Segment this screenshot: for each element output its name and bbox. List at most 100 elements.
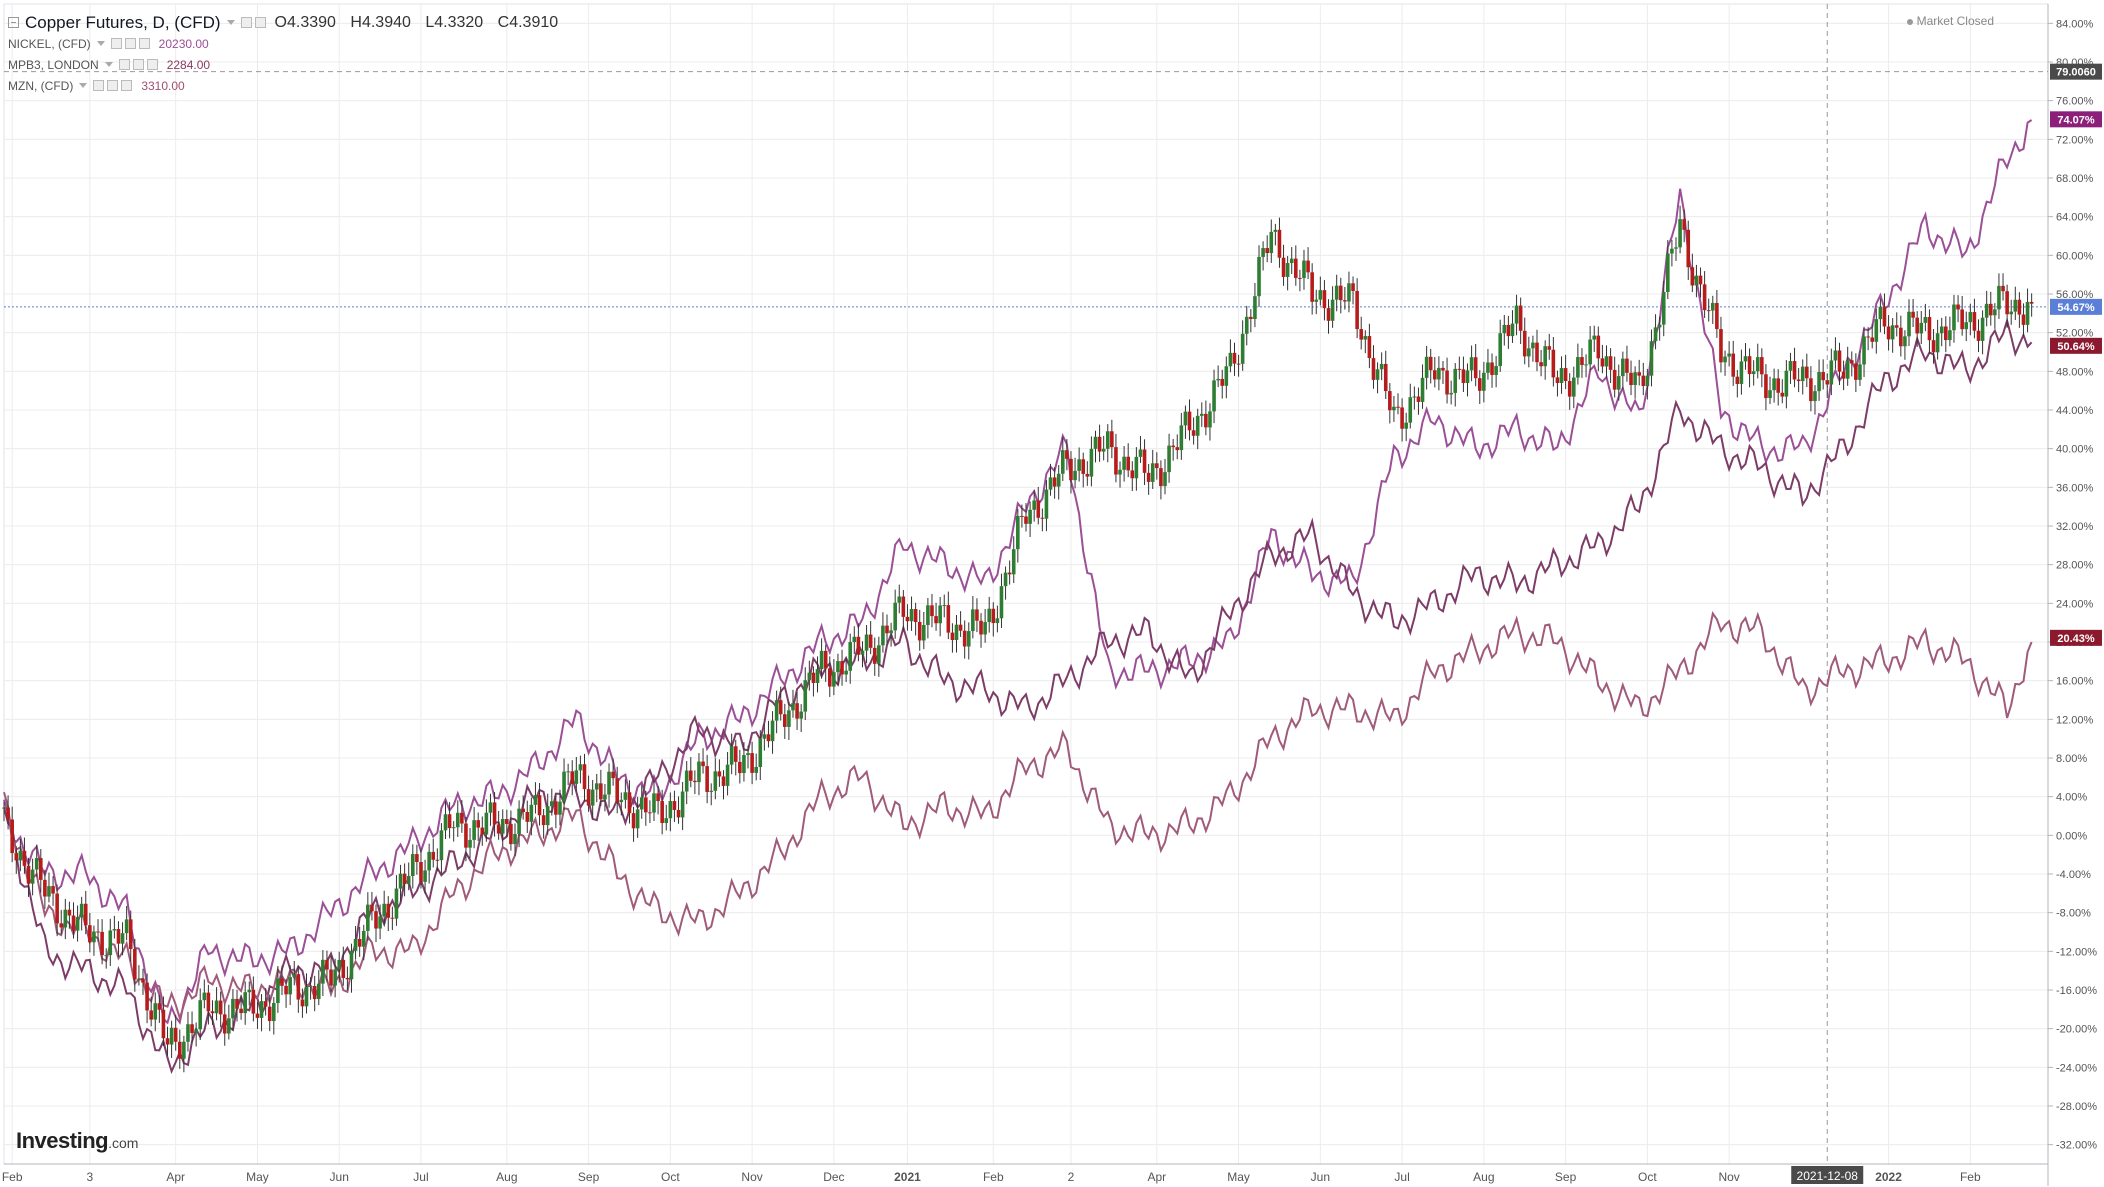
candle-body bbox=[909, 609, 914, 622]
candle-body bbox=[1396, 406, 1400, 408]
settings-icon[interactable] bbox=[124, 38, 136, 49]
candle-body bbox=[108, 930, 113, 956]
y-tick-label: 52.00% bbox=[2056, 328, 2094, 340]
settings-icon[interactable] bbox=[132, 59, 144, 70]
chevron-down-icon[interactable] bbox=[104, 62, 113, 67]
candle-body bbox=[1833, 350, 1838, 361]
compare-symbol-name[interactable]: MPB3, LONDON bbox=[8, 57, 99, 72]
candle-body bbox=[1433, 370, 1437, 380]
candle-body bbox=[819, 650, 824, 670]
chevron-down-icon[interactable] bbox=[226, 20, 235, 25]
candle-body bbox=[1919, 322, 1924, 334]
candle-body bbox=[864, 634, 869, 651]
eye-icon[interactable] bbox=[240, 17, 252, 28]
candle-body bbox=[1383, 363, 1388, 392]
candle-body bbox=[611, 771, 615, 779]
candle-body bbox=[648, 812, 652, 814]
eye-icon[interactable] bbox=[118, 59, 130, 70]
legend-sub-row-nickel[interactable]: NICKEL, (CFD) 20230.00 bbox=[8, 33, 568, 54]
main-symbol-title[interactable]: Copper Futures, D, (CFD) bbox=[25, 12, 221, 32]
compare-symbol-name[interactable]: MZN, (CFD) bbox=[8, 78, 74, 93]
candle-body bbox=[1036, 500, 1041, 518]
candle-body bbox=[500, 819, 505, 834]
candle-body bbox=[435, 859, 440, 861]
candle-body bbox=[2017, 299, 2022, 315]
candle-body bbox=[1240, 333, 1245, 364]
close-icon[interactable] bbox=[138, 38, 150, 49]
y-tick-label: 76.00% bbox=[2056, 96, 2094, 108]
x-tick-label: 2021 bbox=[894, 1170, 921, 1184]
chevron-down-icon[interactable] bbox=[96, 41, 105, 46]
close-icon[interactable] bbox=[146, 59, 158, 70]
status-dot-icon bbox=[1906, 18, 1913, 25]
candle-body bbox=[1559, 368, 1564, 383]
candle-body bbox=[709, 790, 714, 792]
candle-body bbox=[88, 925, 92, 943]
candle-body bbox=[1142, 449, 1147, 473]
candle-body bbox=[1641, 375, 1646, 387]
settings-icon[interactable] bbox=[254, 17, 266, 28]
settings-icon[interactable] bbox=[107, 80, 119, 91]
candle-body bbox=[247, 989, 252, 993]
candle-body bbox=[1220, 378, 1225, 386]
candle-body bbox=[1065, 450, 1069, 459]
candle-body bbox=[1976, 330, 1981, 341]
candle-body bbox=[34, 858, 39, 870]
x-tick-label: Jun bbox=[1311, 1170, 1330, 1184]
crosshair-date-label: 2021-12-08 bbox=[1797, 1169, 1859, 1183]
candle-body bbox=[1543, 346, 1547, 367]
x-tick-label: Aug bbox=[496, 1170, 517, 1184]
candle-body bbox=[218, 1000, 223, 1015]
candle-body bbox=[153, 1003, 158, 1020]
candle-body bbox=[1710, 302, 1715, 311]
eye-icon[interactable] bbox=[110, 38, 122, 49]
candle-body bbox=[18, 850, 23, 861]
candle-body bbox=[1948, 330, 1952, 341]
candle-body bbox=[934, 616, 938, 624]
candle-body bbox=[1265, 248, 1269, 254]
candle-body bbox=[2005, 291, 2009, 315]
legend-sub-row-zinc[interactable]: MZN, (CFD) 3310.00 bbox=[8, 75, 568, 96]
candle-body bbox=[1780, 392, 1785, 397]
candle-body bbox=[1486, 362, 1490, 373]
legend-sub-row-lead[interactable]: MPB3, LONDON 2284.00 bbox=[8, 54, 568, 75]
compare-symbol-name[interactable]: NICKEL, (CFD) bbox=[8, 36, 91, 51]
candle-body bbox=[1338, 285, 1343, 301]
x-tick-label: Dec bbox=[823, 1170, 844, 1184]
candle-body bbox=[1858, 364, 1862, 380]
legend-main-row[interactable]: Copper Futures, D, (CFD) O4.3390 H4.3940… bbox=[8, 12, 568, 33]
eye-icon[interactable] bbox=[93, 80, 105, 91]
candle-body bbox=[1269, 231, 1274, 254]
candle-body bbox=[312, 986, 317, 1000]
candle-body bbox=[758, 738, 763, 767]
candle-body bbox=[705, 766, 709, 792]
candle-body bbox=[1228, 352, 1233, 367]
logo-text: Investing bbox=[16, 1128, 109, 1153]
candle-body bbox=[1412, 396, 1417, 398]
candle-body bbox=[1032, 500, 1036, 510]
candle-body bbox=[128, 919, 133, 949]
chevron-down-icon[interactable] bbox=[79, 83, 88, 88]
candle-body bbox=[304, 986, 309, 1007]
candle-body bbox=[721, 776, 726, 786]
candle-body bbox=[913, 609, 918, 622]
candle-body bbox=[1666, 253, 1670, 292]
candle-body bbox=[1424, 356, 1429, 378]
candle-body bbox=[987, 608, 992, 623]
candle-body bbox=[1539, 362, 1543, 367]
candle-body bbox=[133, 948, 137, 980]
candle-body bbox=[840, 661, 844, 675]
collapse-icon[interactable] bbox=[8, 17, 19, 28]
candle-body bbox=[852, 636, 857, 643]
x-tick-label: Nov bbox=[741, 1170, 762, 1184]
candle-body bbox=[635, 809, 640, 829]
candle-body bbox=[443, 814, 448, 831]
candle-body bbox=[742, 755, 746, 774]
y-tick-label: 0.00% bbox=[2056, 830, 2087, 842]
y-tick-label: 56.00% bbox=[2056, 289, 2094, 301]
candle-body bbox=[1682, 219, 1686, 230]
close-icon[interactable] bbox=[121, 80, 133, 91]
candle-body bbox=[1723, 356, 1727, 363]
